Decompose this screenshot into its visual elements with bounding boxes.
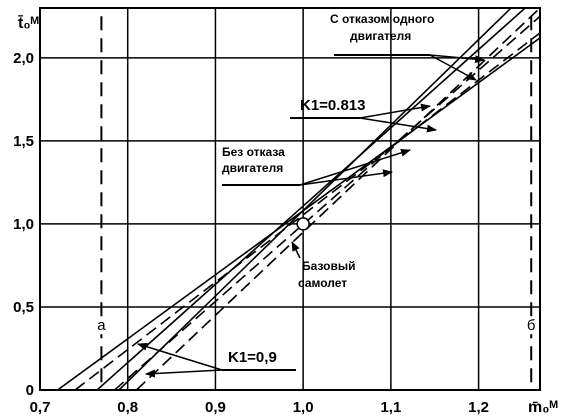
- y-tick-labels: 0 0,5 1,0 1,5 2,0: [13, 50, 34, 399]
- x-tick-label: 1,2: [468, 399, 489, 416]
- x-tick-label: 1,1: [380, 399, 401, 416]
- annotation-no-failure-arrow-2: [299, 169, 393, 186]
- x-tick-label: 1,0: [293, 399, 314, 416]
- annotation-base-aircraft: Базовый самолет: [291, 241, 355, 290]
- annotation-no-failure-line1: Без отказа: [222, 145, 285, 159]
- annotation-no-failure: Без отказа двигателя: [222, 145, 411, 186]
- series-line: [114, 15, 540, 390]
- x-axis-title: m̄₀ᴹ: [528, 399, 558, 416]
- annotation-k1-0813: K1=0.813: [290, 97, 437, 133]
- annotation-k1-09: K1=0,9: [137, 342, 296, 378]
- annotation-engine-failure: С отказом одного двигателя: [330, 12, 485, 81]
- annotation-base-aircraft-arrow: [291, 241, 301, 259]
- series-line: [96, 8, 527, 390]
- x-tick-label: 0,7: [30, 399, 51, 416]
- y-tick-label: 2,0: [13, 50, 34, 67]
- plot-frame: [39, 7, 541, 391]
- y-tick-label: 1,0: [13, 216, 34, 233]
- annotation-k1-0813-label: K1=0.813: [300, 97, 365, 114]
- base-point-marker: [296, 217, 310, 231]
- series-line: [135, 8, 540, 390]
- annotation-base-aircraft-line2: самолет: [298, 276, 347, 290]
- y-axis-title: t̄₀ᴹ: [18, 14, 39, 32]
- vertical-marker-label-bg: [95, 317, 108, 335]
- y-tick-label: 0,5: [13, 299, 34, 316]
- x-tick-label: 0,8: [117, 399, 138, 416]
- annotation-engine-failure-arrow-2: [429, 54, 477, 81]
- x-tick-label: 0,9: [205, 399, 226, 416]
- annotation-k1-0813-arrow-2: [359, 117, 437, 133]
- annotation-base-aircraft-line1: Базовый: [302, 259, 355, 273]
- annotation-engine-failure-arrow-1: [429, 54, 485, 64]
- series-line: [118, 8, 513, 390]
- x-tick-labels: 0,7 0,8 0,9 1,0 1,1 1,2: [30, 399, 489, 416]
- annotation-engine-failure-line1: С отказом одного: [330, 12, 434, 26]
- vertical-marker-label: б: [527, 317, 536, 334]
- annotation-no-failure-line2: двигателя: [222, 161, 283, 175]
- grid: [39, 8, 540, 391]
- series-line: [74, 32, 540, 390]
- vertical-marker-label: а: [97, 317, 106, 334]
- annotation-no-failure-arrow-1: [299, 148, 411, 186]
- annotation-k1-0813-arrow-1: [359, 103, 431, 119]
- y-tick-label: 1,5: [13, 133, 34, 150]
- vertical-marker-label-bg: [525, 317, 538, 335]
- annotation-k1-09-arrow-2: [145, 369, 223, 378]
- annotation-k1-09-arrow-1: [137, 342, 223, 371]
- annotation-k1-09-label: K1=0,9: [228, 349, 277, 366]
- annotation-engine-failure-line2: двигателя: [350, 29, 411, 43]
- y-tick-label: 0: [26, 382, 34, 399]
